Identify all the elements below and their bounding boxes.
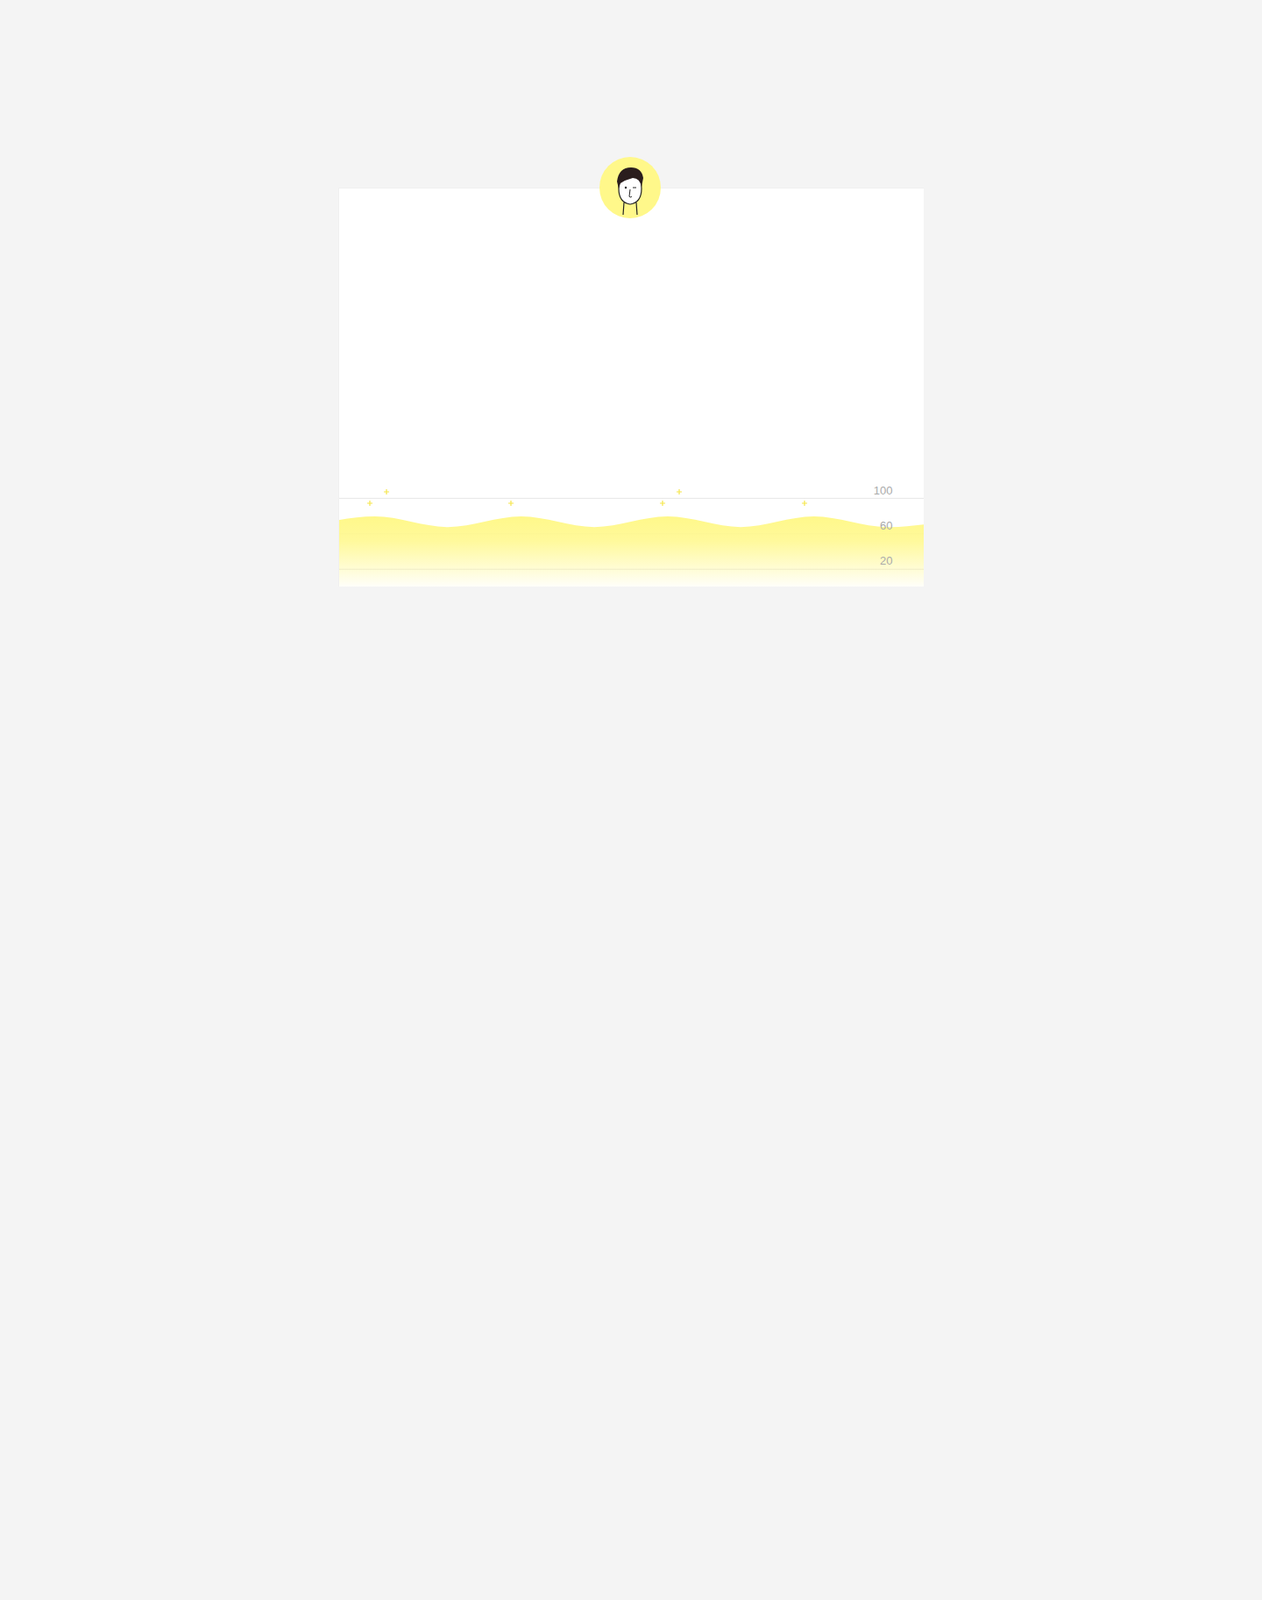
svg-text:100: 100 [873,483,894,497]
svg-text:60: 60 [879,518,893,532]
svg-text:20: 20 [879,553,893,568]
